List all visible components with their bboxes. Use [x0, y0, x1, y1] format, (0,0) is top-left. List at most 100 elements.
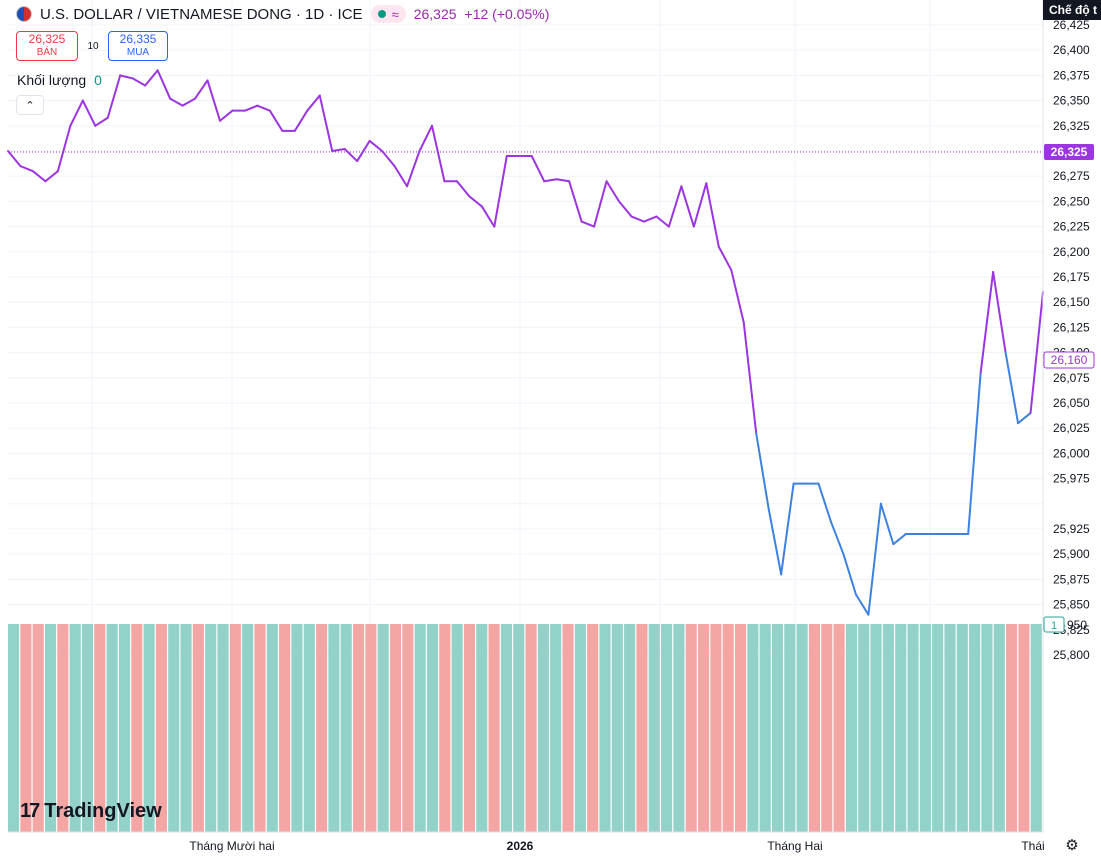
price-line-segment: [356, 139, 371, 163]
flag-icon: [16, 6, 32, 22]
price-line-segment: [131, 77, 147, 87]
volume-bar: [895, 624, 907, 832]
y-tick-label: 26,400: [1053, 43, 1090, 57]
price-line-segment: [1017, 412, 1032, 425]
price-line-segment: [992, 270, 1007, 354]
tradingview-logo-text: TradingView: [44, 800, 162, 822]
volume-bar: [513, 624, 525, 832]
y-tick-label: 26,325: [1053, 119, 1090, 133]
price-line-segment: [655, 215, 670, 228]
price-line-segment: [717, 245, 733, 271]
y-tick-label: 26,000: [1053, 446, 1090, 460]
y-tick-label: 26,425: [1053, 18, 1090, 32]
volume-bar: [821, 624, 833, 832]
price-line-segment: [56, 124, 72, 173]
market-status-pill[interactable]: ≈: [370, 5, 406, 23]
volume-bar: [981, 624, 993, 832]
volume-bar: [439, 624, 451, 832]
time-axis: Tháng Mười hai 2026 Tháng Hai Thái: [189, 839, 1044, 853]
price-line-segment: [1029, 291, 1044, 415]
volume-bar: [229, 624, 241, 832]
volume-bar: [476, 624, 488, 832]
volume-label: 1 950: [1043, 616, 1087, 633]
symbol-title[interactable]: U.S. DOLLAR / VIETNAMESE DONG · 1D · ICE: [40, 5, 363, 23]
volume-bar: [340, 624, 352, 832]
quote-row: 26,325 BÁN 10 26,335 MUA: [16, 31, 168, 61]
price-line-segment: [568, 180, 583, 223]
volume-bar: [845, 624, 857, 832]
volume-bar: [796, 624, 808, 832]
volume-bar: [94, 624, 106, 832]
volume-tick-text: 950: [1067, 618, 1087, 632]
volume-bar: [710, 624, 722, 832]
price-line-segment: [268, 109, 284, 132]
price-line-segment: [630, 215, 645, 223]
volume-bar: [500, 624, 512, 832]
volume-bar: [242, 624, 254, 832]
volume-bar: [956, 624, 968, 832]
price-line-segment: [81, 99, 97, 127]
volume-bar: [599, 624, 611, 832]
price-axis: 26,42526,40026,37526,35026,32526,30026,2…: [1053, 18, 1090, 662]
price-line-segment: [730, 268, 745, 324]
current-price-label-text: 26,160: [1051, 353, 1088, 367]
volume-bar: [562, 624, 574, 832]
volume-bar: [771, 624, 784, 832]
volume-bar: [143, 624, 155, 832]
volume-bar: [328, 624, 340, 832]
price-line-segment: [480, 205, 496, 228]
volume-bar: [944, 624, 956, 832]
volume-bar: [192, 624, 204, 832]
sell-label: BÁN: [36, 47, 58, 58]
volume-bar: [81, 624, 94, 832]
price-line-segment: [7, 150, 22, 168]
volume-bar: [279, 624, 291, 832]
volume-bar: [365, 624, 377, 832]
price-line-segment: [19, 165, 34, 173]
x-tick-label: Tháng Mười hai: [189, 839, 274, 853]
approx-icon: ≈: [391, 6, 399, 22]
price-line-segment: [842, 553, 857, 596]
volume-bar: [624, 624, 636, 832]
price-line-segment: [817, 482, 833, 523]
price-line-segment: [642, 215, 658, 223]
volume-bar: [69, 624, 81, 832]
y-tick-label: 26,200: [1053, 245, 1090, 259]
volume-indicator[interactable]: Khối lượng 0: [17, 72, 102, 88]
price-line: [7, 69, 1044, 616]
volume-bar: [44, 624, 57, 832]
price-line-segment: [692, 182, 708, 228]
volume-bar: [525, 624, 537, 832]
price-line-segment: [555, 178, 571, 183]
sell-button[interactable]: 26,325 BÁN: [16, 31, 78, 61]
y-tick-label: 25,975: [1053, 472, 1090, 486]
gear-icon[interactable]: ⚙: [1065, 837, 1079, 854]
price-line-segment: [667, 185, 683, 228]
volume-bar: [106, 624, 118, 832]
volume-bar: [722, 624, 734, 832]
volume-bar: [414, 624, 426, 832]
mode-badge[interactable]: Chế độ t: [1043, 0, 1101, 20]
volume-bar: [648, 624, 660, 832]
y-tick-label: 26,125: [1053, 320, 1090, 334]
price-line-segment: [830, 520, 845, 556]
tradingview-logo[interactable]: 17 TradingView: [20, 800, 162, 823]
price-line-segment: [144, 69, 159, 87]
y-tick-label: 26,075: [1053, 371, 1090, 385]
buy-price: 26,335: [119, 32, 157, 46]
price-line-segment: [194, 79, 209, 100]
y-tick-label: 25,800: [1053, 648, 1090, 662]
volume-bar: [747, 624, 759, 832]
y-tick-label: 26,225: [1053, 220, 1090, 234]
buy-button[interactable]: 26,335 MUA: [108, 31, 168, 61]
current-price-label: 26,160: [1043, 351, 1095, 369]
collapse-button[interactable]: ⌃: [16, 95, 44, 115]
volume-bar: [353, 624, 365, 832]
volume-bar: [155, 624, 167, 832]
price-line-segment: [44, 170, 59, 183]
volume-bar: [1018, 624, 1030, 832]
y-tick-label: 26,375: [1053, 68, 1090, 82]
volume-bar: [907, 624, 919, 832]
volume-bar: [57, 624, 69, 832]
